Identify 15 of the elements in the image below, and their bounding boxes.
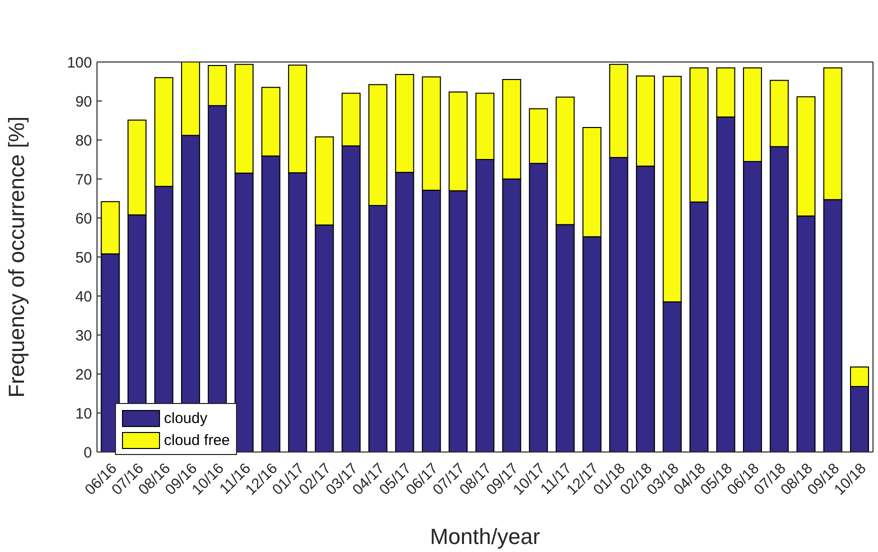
y-tick-label: 10 bbox=[75, 405, 92, 422]
y-axis-title: Frequency of occurrence [%] bbox=[4, 116, 29, 398]
y-tick-label: 100 bbox=[66, 54, 92, 72]
y-tick-label: 90 bbox=[75, 93, 92, 110]
legend-label: cloud free bbox=[164, 432, 230, 448]
y-tick-label: 20 bbox=[75, 366, 92, 384]
x-axis-title: Month/year bbox=[430, 524, 540, 549]
y-tick-label: 50 bbox=[75, 249, 92, 266]
y-tick-label: 30 bbox=[75, 327, 92, 344]
y-tick-label: 40 bbox=[75, 288, 92, 306]
legend-label: cloudy bbox=[164, 410, 208, 426]
y-tick-label: 80 bbox=[75, 132, 92, 150]
y-tick-label: 70 bbox=[75, 171, 92, 188]
y-tick-label: 0 bbox=[84, 444, 92, 462]
y-tick-label: 60 bbox=[75, 210, 92, 228]
